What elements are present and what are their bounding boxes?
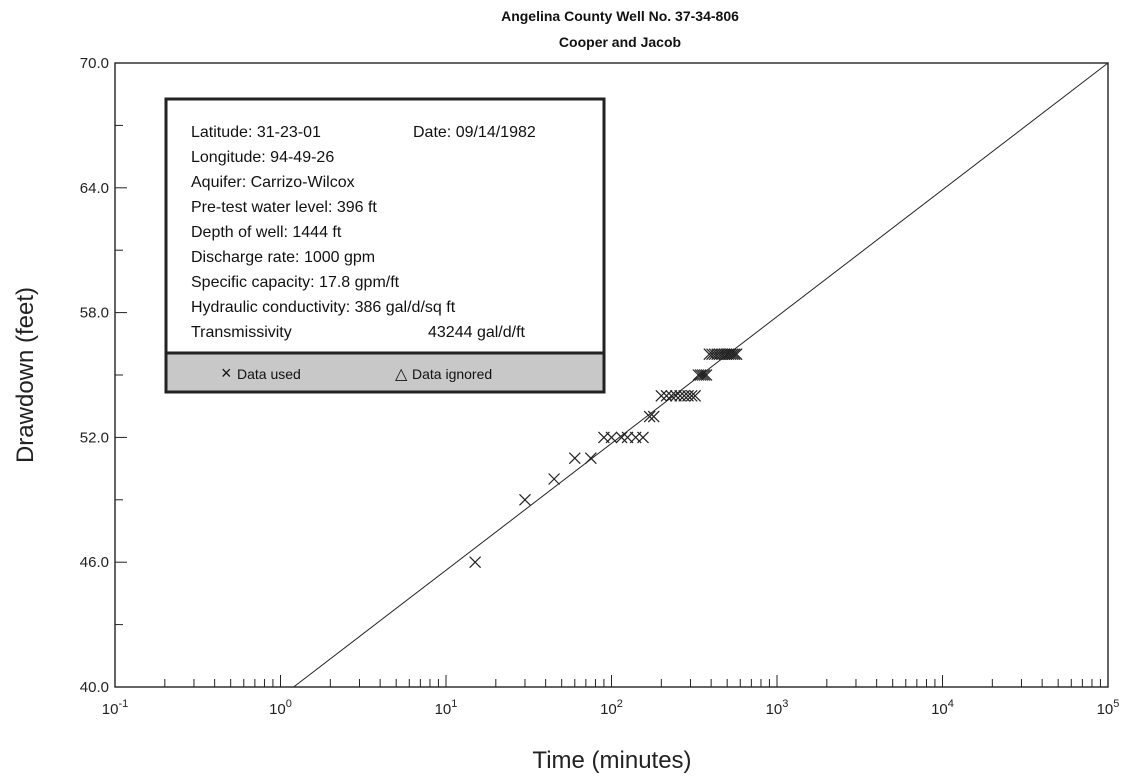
info-specific-capacity: Specific capacity: 17.8 gpm/ft	[191, 274, 400, 291]
legend-strip	[164, 351, 606, 394]
data-point	[637, 431, 649, 444]
x-tick-label: 102	[600, 698, 623, 718]
x-tick-label: 10-1	[102, 698, 128, 718]
y-axis-ticks	[115, 62, 127, 688]
data-point	[643, 410, 656, 423]
data-point	[694, 369, 707, 381]
data-point	[615, 431, 628, 444]
info-latitude: Latitude: 31-23-01	[191, 124, 321, 141]
legend-ignored-label: Data ignored	[412, 366, 492, 382]
data-point	[605, 431, 618, 444]
data-point	[689, 389, 702, 402]
data-point	[700, 369, 713, 381]
x-axis-label: Time (minutes)	[532, 747, 691, 774]
data-point	[720, 348, 733, 361]
data-point	[665, 389, 678, 402]
info-discharge: Discharge rate: 1000 gpm	[191, 249, 375, 266]
data-points	[469, 348, 743, 569]
data-point	[660, 389, 673, 402]
info-depth: Depth of well: 1444 ft	[191, 224, 342, 241]
info-date: Date: 09/14/1982	[413, 124, 536, 141]
x-axis-tick-labels: 10-1 100 101 102 103 104 105	[102, 698, 1120, 718]
info-conductivity: Hydraulic conductivity: 386 gal/d/sq ft	[191, 299, 456, 316]
data-point	[669, 389, 682, 402]
chart-title: Angelina County Well No. 37-34-806	[501, 8, 739, 24]
info-box: Latitude: 31-23-01 Date: 09/14/1982 Long…	[164, 97, 606, 394]
info-transmissivity-label: Transmissivity	[191, 324, 292, 341]
info-water-level: Pre-test water level: 396 ft	[191, 199, 377, 216]
chart-subtitle: Cooper and Jacob	[559, 34, 681, 50]
legend-used-icon: ×	[221, 363, 232, 383]
data-point	[469, 556, 482, 569]
data-point	[726, 348, 739, 361]
x-axis-ticks	[114, 675, 1109, 687]
x-tick-label: 104	[931, 698, 954, 718]
data-point	[655, 389, 668, 402]
y-tick-label: 58.0	[80, 305, 109, 322]
data-point	[718, 348, 731, 361]
data-point	[724, 348, 737, 361]
x-tick-label: 105	[1097, 698, 1120, 718]
info-longitude: Longitude: 94-49-26	[191, 149, 334, 166]
y-axis-label: Drawdown (feet)	[12, 287, 39, 463]
data-point	[584, 452, 597, 465]
data-point	[696, 369, 709, 381]
legend-used-label: Data used	[237, 366, 301, 382]
data-point	[568, 452, 581, 465]
data-point	[647, 410, 660, 423]
y-tick-label: 52.0	[80, 429, 109, 446]
x-tick-label: 100	[269, 698, 292, 718]
info-transmissivity-value: 43244 gal/d/ft	[428, 324, 526, 341]
info-aquifer: Aquifer: Carrizo-Wilcox	[191, 174, 355, 191]
y-tick-label: 70.0	[80, 55, 109, 72]
y-tick-label: 64.0	[80, 180, 109, 197]
data-point	[698, 369, 711, 381]
data-point	[685, 389, 698, 402]
y-axis-tick-labels: 40.0 46.0 52.0 58.0 64.0 70.0	[80, 55, 109, 696]
data-point	[730, 348, 743, 361]
legend-ignored-icon: △	[395, 366, 408, 383]
x-tick-label: 103	[766, 698, 789, 718]
data-point	[519, 493, 531, 506]
x-tick-label: 101	[435, 698, 458, 718]
data-point	[548, 473, 561, 485]
data-point	[728, 348, 741, 361]
info-box-frame	[164, 97, 606, 394]
y-tick-label: 40.0	[80, 679, 109, 696]
y-tick-label: 46.0	[80, 554, 109, 571]
